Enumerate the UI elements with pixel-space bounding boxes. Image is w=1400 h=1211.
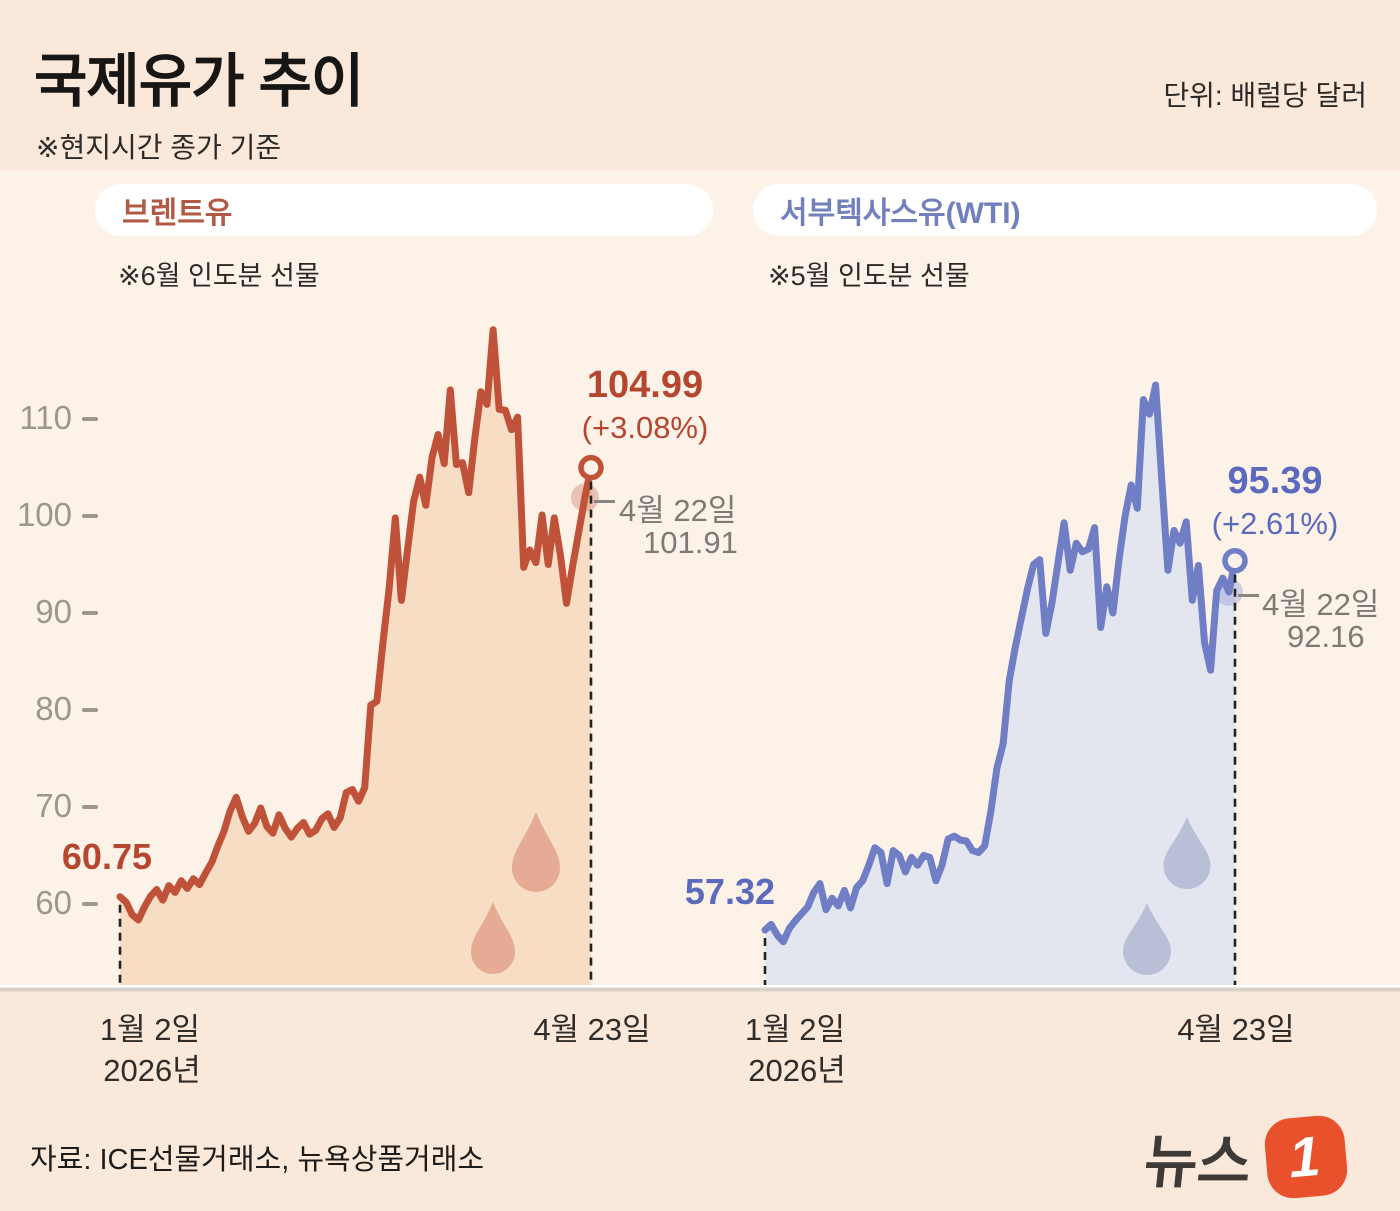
wti-x-start-date: 1월 2일 [744, 1012, 846, 1047]
news1-logo-badge-number: 1 [1286, 1123, 1326, 1190]
wti-start-value: 57.32 [684, 871, 775, 912]
y-tick-90: 90 [35, 593, 72, 630]
x-axis-highlight [0, 985, 1400, 988]
legend-label-wti: 서부텍사스유(WTI) [780, 197, 1021, 230]
y-tick-60: 60 [35, 884, 72, 921]
wti-area [765, 385, 1235, 991]
brent-x-end-date: 4월 23일 [533, 1012, 651, 1047]
wti-callout-tick [1238, 594, 1259, 597]
wti-price-line [761, 381, 1239, 946]
legend-label-brent: 브렌트유 [122, 197, 233, 230]
caption-brent: ※6월 인도분 선물 [118, 261, 320, 291]
wti-end-change: (+2.61%) [1211, 506, 1339, 541]
wti-oil-drop-icon-1 [1163, 817, 1211, 889]
wti-x-start-year: 2026년 [748, 1053, 846, 1088]
brent-price-line [116, 326, 595, 924]
brent-end-change: (+3.08%) [581, 410, 709, 445]
brent-x-start-date: 1월 2일 [99, 1012, 201, 1047]
wti-oil-drop-icon-2 [1123, 903, 1171, 975]
y-tick-dash [82, 611, 98, 615]
brent-end-value: 104.99 [586, 364, 704, 406]
caption-wti: ※5월 인도분 선물 [768, 261, 970, 291]
y-tick-dash [82, 902, 98, 906]
y-tick-70: 70 [35, 787, 72, 824]
y-tick-100: 100 [16, 496, 72, 533]
legend-pill-wti: 서부텍사스유(WTI) [753, 184, 1377, 236]
y-tick-dash [82, 708, 98, 712]
y-tick-110: 110 [19, 399, 72, 436]
news1-logo-badge-icon: 1 [1262, 1113, 1350, 1201]
unit-label: 단위: 배럴당 달러 [1163, 80, 1367, 111]
wti-end-marker [1222, 547, 1248, 574]
y-tick-dash [82, 514, 98, 518]
brent-area [120, 329, 591, 990]
x-axis-line [0, 987, 1400, 992]
brent-oil-drop-icon-1 [512, 812, 560, 892]
wti-prev-value: 92.16 [1287, 619, 1365, 654]
y-tick-80: 80 [35, 690, 72, 727]
legend-pill-brent: 브렌트유 [95, 184, 713, 236]
page-title: 국제유가 추이 [34, 49, 364, 114]
brent-oil-drop-icon-2 [471, 902, 515, 974]
source-note: 자료: ICE선물거래소, 뉴욕상품거래소 [30, 1144, 485, 1176]
wti-x-end-date: 4월 23일 [1177, 1012, 1295, 1047]
y-tick-dash [82, 805, 98, 809]
news1-logo-text: 뉴스 [1141, 1130, 1255, 1195]
brent-end-marker [578, 454, 604, 481]
page-subtitle: ※현지시간 종가 기준 [36, 132, 282, 163]
brent-x-start-year: 2026년 [103, 1053, 201, 1088]
brent-prev-date: 4월 22일 [619, 493, 737, 528]
wti-prev-date: 4월 22일 [1262, 587, 1380, 622]
brent-prev-value: 101.91 [643, 525, 738, 560]
y-tick-dash [82, 417, 98, 421]
wti-end-value: 95.39 [1227, 460, 1323, 502]
news1-logo: 뉴스 1 [1141, 1112, 1350, 1202]
brent-start-value: 60.75 [61, 836, 152, 877]
brent-callout-tick [594, 500, 615, 503]
